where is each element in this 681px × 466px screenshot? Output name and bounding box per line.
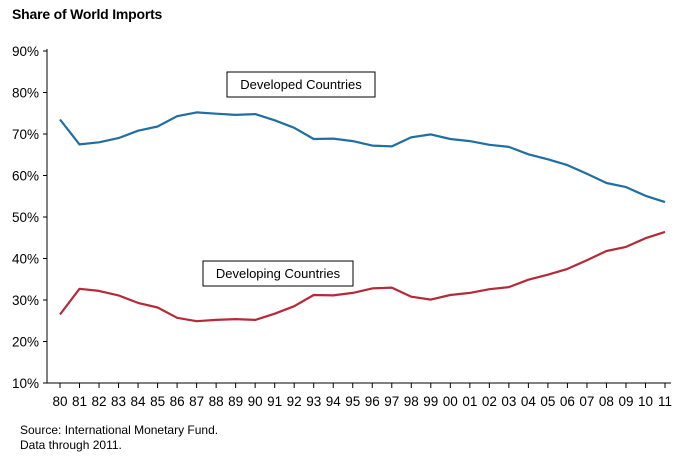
y-tick-label: 80% <box>12 86 39 101</box>
developed-countries-label-box <box>226 71 376 98</box>
x-tick-label: 05 <box>540 394 555 409</box>
y-tick-label: 30% <box>12 293 39 308</box>
x-tick-label: 08 <box>599 394 614 409</box>
y-tick-label: 10% <box>12 376 39 391</box>
y-tick-label: 60% <box>12 169 39 184</box>
x-tick-label: 88 <box>209 394 224 409</box>
developed-countries-label: Developed Countries <box>240 77 362 92</box>
x-tick-label: 02 <box>482 394 497 409</box>
x-tick-label: 93 <box>306 394 321 409</box>
y-tick-label: 70% <box>12 127 39 142</box>
x-tick-label: 83 <box>111 394 126 409</box>
y-tick-label: 50% <box>12 210 39 225</box>
x-tick-label: 04 <box>521 394 537 409</box>
x-tick-label: 10 <box>638 394 653 409</box>
x-tick-label: 89 <box>228 394 243 409</box>
x-tick-label: 01 <box>462 394 477 409</box>
x-tick-label: 09 <box>618 394 633 409</box>
source-note: Source: International Monetary Fund. Dat… <box>20 423 218 453</box>
x-tick-label: 87 <box>189 394 204 409</box>
x-tick-label: 86 <box>170 394 185 409</box>
x-tick-label: 06 <box>560 394 575 409</box>
x-tick-label: 81 <box>72 394 87 409</box>
x-tick-label: 94 <box>326 394 342 409</box>
chart-title: Share of World Imports <box>12 6 163 22</box>
x-tick-label: 11 <box>658 394 672 409</box>
data-through-line: Data through 2011. <box>20 438 122 452</box>
y-tick-label: 20% <box>12 335 39 350</box>
x-tick-label: 90 <box>248 394 263 409</box>
x-tick-label: 96 <box>365 394 380 409</box>
x-tick-label: 03 <box>501 394 516 409</box>
x-tick-label: 07 <box>579 394 594 409</box>
x-tick-label: 84 <box>131 394 147 409</box>
x-tick-label: 95 <box>345 394 360 409</box>
x-tick-label: 99 <box>423 394 438 409</box>
x-tick-label: 92 <box>287 394 302 409</box>
y-tick-label: 40% <box>12 252 39 267</box>
x-tick-label: 85 <box>150 394 165 409</box>
x-tick-label: 80 <box>52 394 67 409</box>
developing-countries-label-box <box>202 260 354 287</box>
y-tick-label: 90% <box>12 44 39 59</box>
x-tick-label: 91 <box>267 394 282 409</box>
source-line: Source: International Monetary Fund. <box>20 423 219 437</box>
x-tick-label: 98 <box>404 394 419 409</box>
developing-countries-line <box>59 230 666 323</box>
x-tick-label: 82 <box>92 394 107 409</box>
developed-countries-line <box>59 111 666 204</box>
x-tick-label: 97 <box>384 394 399 409</box>
x-tick-label: 00 <box>443 394 458 409</box>
developing-countries-label: Developing Countries <box>216 266 341 281</box>
